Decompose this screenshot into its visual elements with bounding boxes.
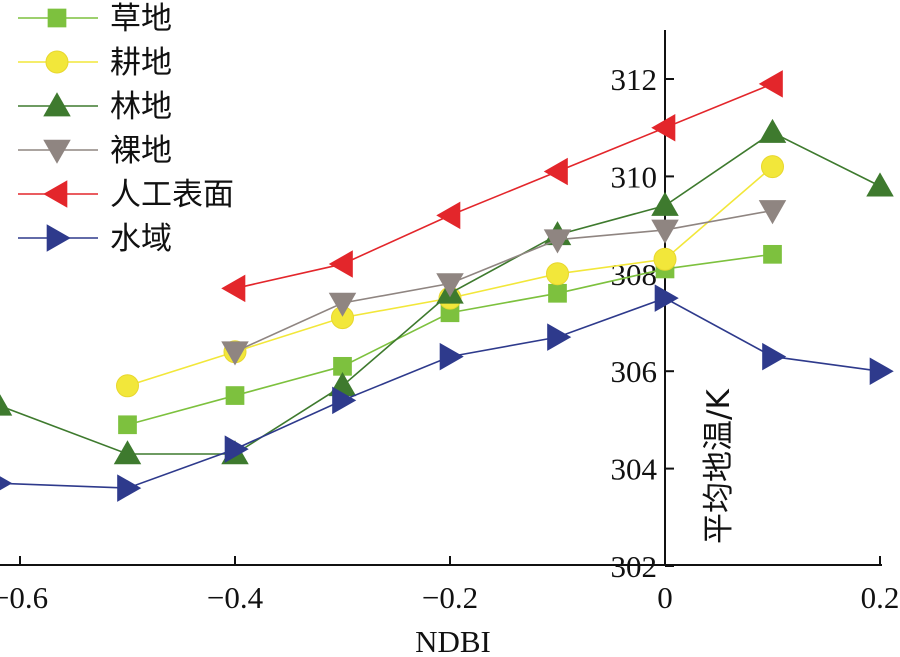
data-point (439, 342, 464, 371)
y-tick-label: 308 (611, 257, 658, 292)
data-point (436, 273, 464, 298)
legend-marker (43, 139, 71, 164)
y-tick-label: 304 (611, 452, 658, 487)
x-axis-title: NDBI (415, 624, 491, 657)
data-point (117, 474, 142, 502)
data-point (653, 247, 677, 271)
legend-label: 耕地 (110, 45, 172, 81)
data-point (113, 440, 142, 465)
data-point (328, 250, 353, 278)
series-line (234, 83, 773, 290)
data-point (221, 274, 246, 303)
data-point (763, 244, 782, 264)
data-point (866, 172, 894, 197)
legend-label: 水域 (110, 221, 172, 257)
legend-label: 林地 (110, 89, 172, 125)
x-tick-label: −0.6 (0, 580, 48, 615)
data-point (224, 435, 249, 463)
data-point (436, 201, 461, 230)
y-tick-label: 310 (611, 159, 658, 194)
legend-marker (43, 180, 68, 208)
data-point (762, 342, 787, 371)
x-tick-label: −0.2 (422, 580, 478, 615)
data-point (651, 219, 679, 244)
data-point (548, 283, 567, 303)
legend-marker (45, 50, 69, 74)
legend-marker (43, 92, 71, 117)
data-point (0, 476, 13, 491)
legend-item: 草地 (18, 1, 172, 37)
data-point (118, 415, 137, 435)
data-point (116, 374, 139, 398)
data-point (651, 113, 676, 142)
data-point (221, 341, 249, 366)
legend-label: 人工表面 (110, 177, 234, 213)
data-point (543, 157, 568, 186)
data-point (758, 70, 783, 98)
x-tick-label: −0.4 (207, 580, 264, 615)
y-axis: 302 304 306 308 310 312 平均地温/K (611, 30, 737, 584)
legend-item: 水域 (18, 221, 172, 257)
legend-item: 裸地 (18, 133, 172, 169)
x-axis: −0.6 −0.4 −0.2 0 0.2 (0, 556, 899, 615)
data-point (654, 284, 679, 312)
legend-marker (47, 8, 67, 28)
data-point (547, 323, 572, 351)
legend-marker (46, 224, 71, 252)
data-point (225, 386, 245, 405)
y-tick-label: 312 (611, 62, 658, 97)
x-tick-label: 0 (657, 580, 673, 615)
y-tick-label: 306 (611, 354, 658, 389)
data-point (758, 200, 787, 225)
data-point (332, 386, 357, 415)
series-3 (221, 200, 787, 366)
y-tick-label: 302 (611, 549, 658, 584)
data-point (761, 155, 784, 179)
data-point (543, 229, 572, 254)
data-point (758, 118, 787, 143)
series-layer (0, 70, 894, 502)
legend-label: 裸地 (110, 133, 172, 169)
data-point (328, 292, 357, 317)
data-point (333, 356, 352, 376)
data-point (869, 357, 894, 385)
series-line (234, 209, 773, 353)
legend-item: 人工表面 (18, 177, 234, 213)
data-point (0, 394, 13, 416)
legend-label: 草地 (110, 1, 172, 37)
series-5 (0, 284, 894, 502)
data-point (546, 262, 569, 286)
legend-item: 耕地 (18, 45, 172, 81)
data-point (651, 191, 679, 216)
x-tick-label: 0.2 (861, 580, 900, 615)
series-4 (221, 70, 783, 303)
legend-item: 林地 (18, 89, 172, 125)
y-axis-title: 平均地温/K (701, 389, 737, 544)
